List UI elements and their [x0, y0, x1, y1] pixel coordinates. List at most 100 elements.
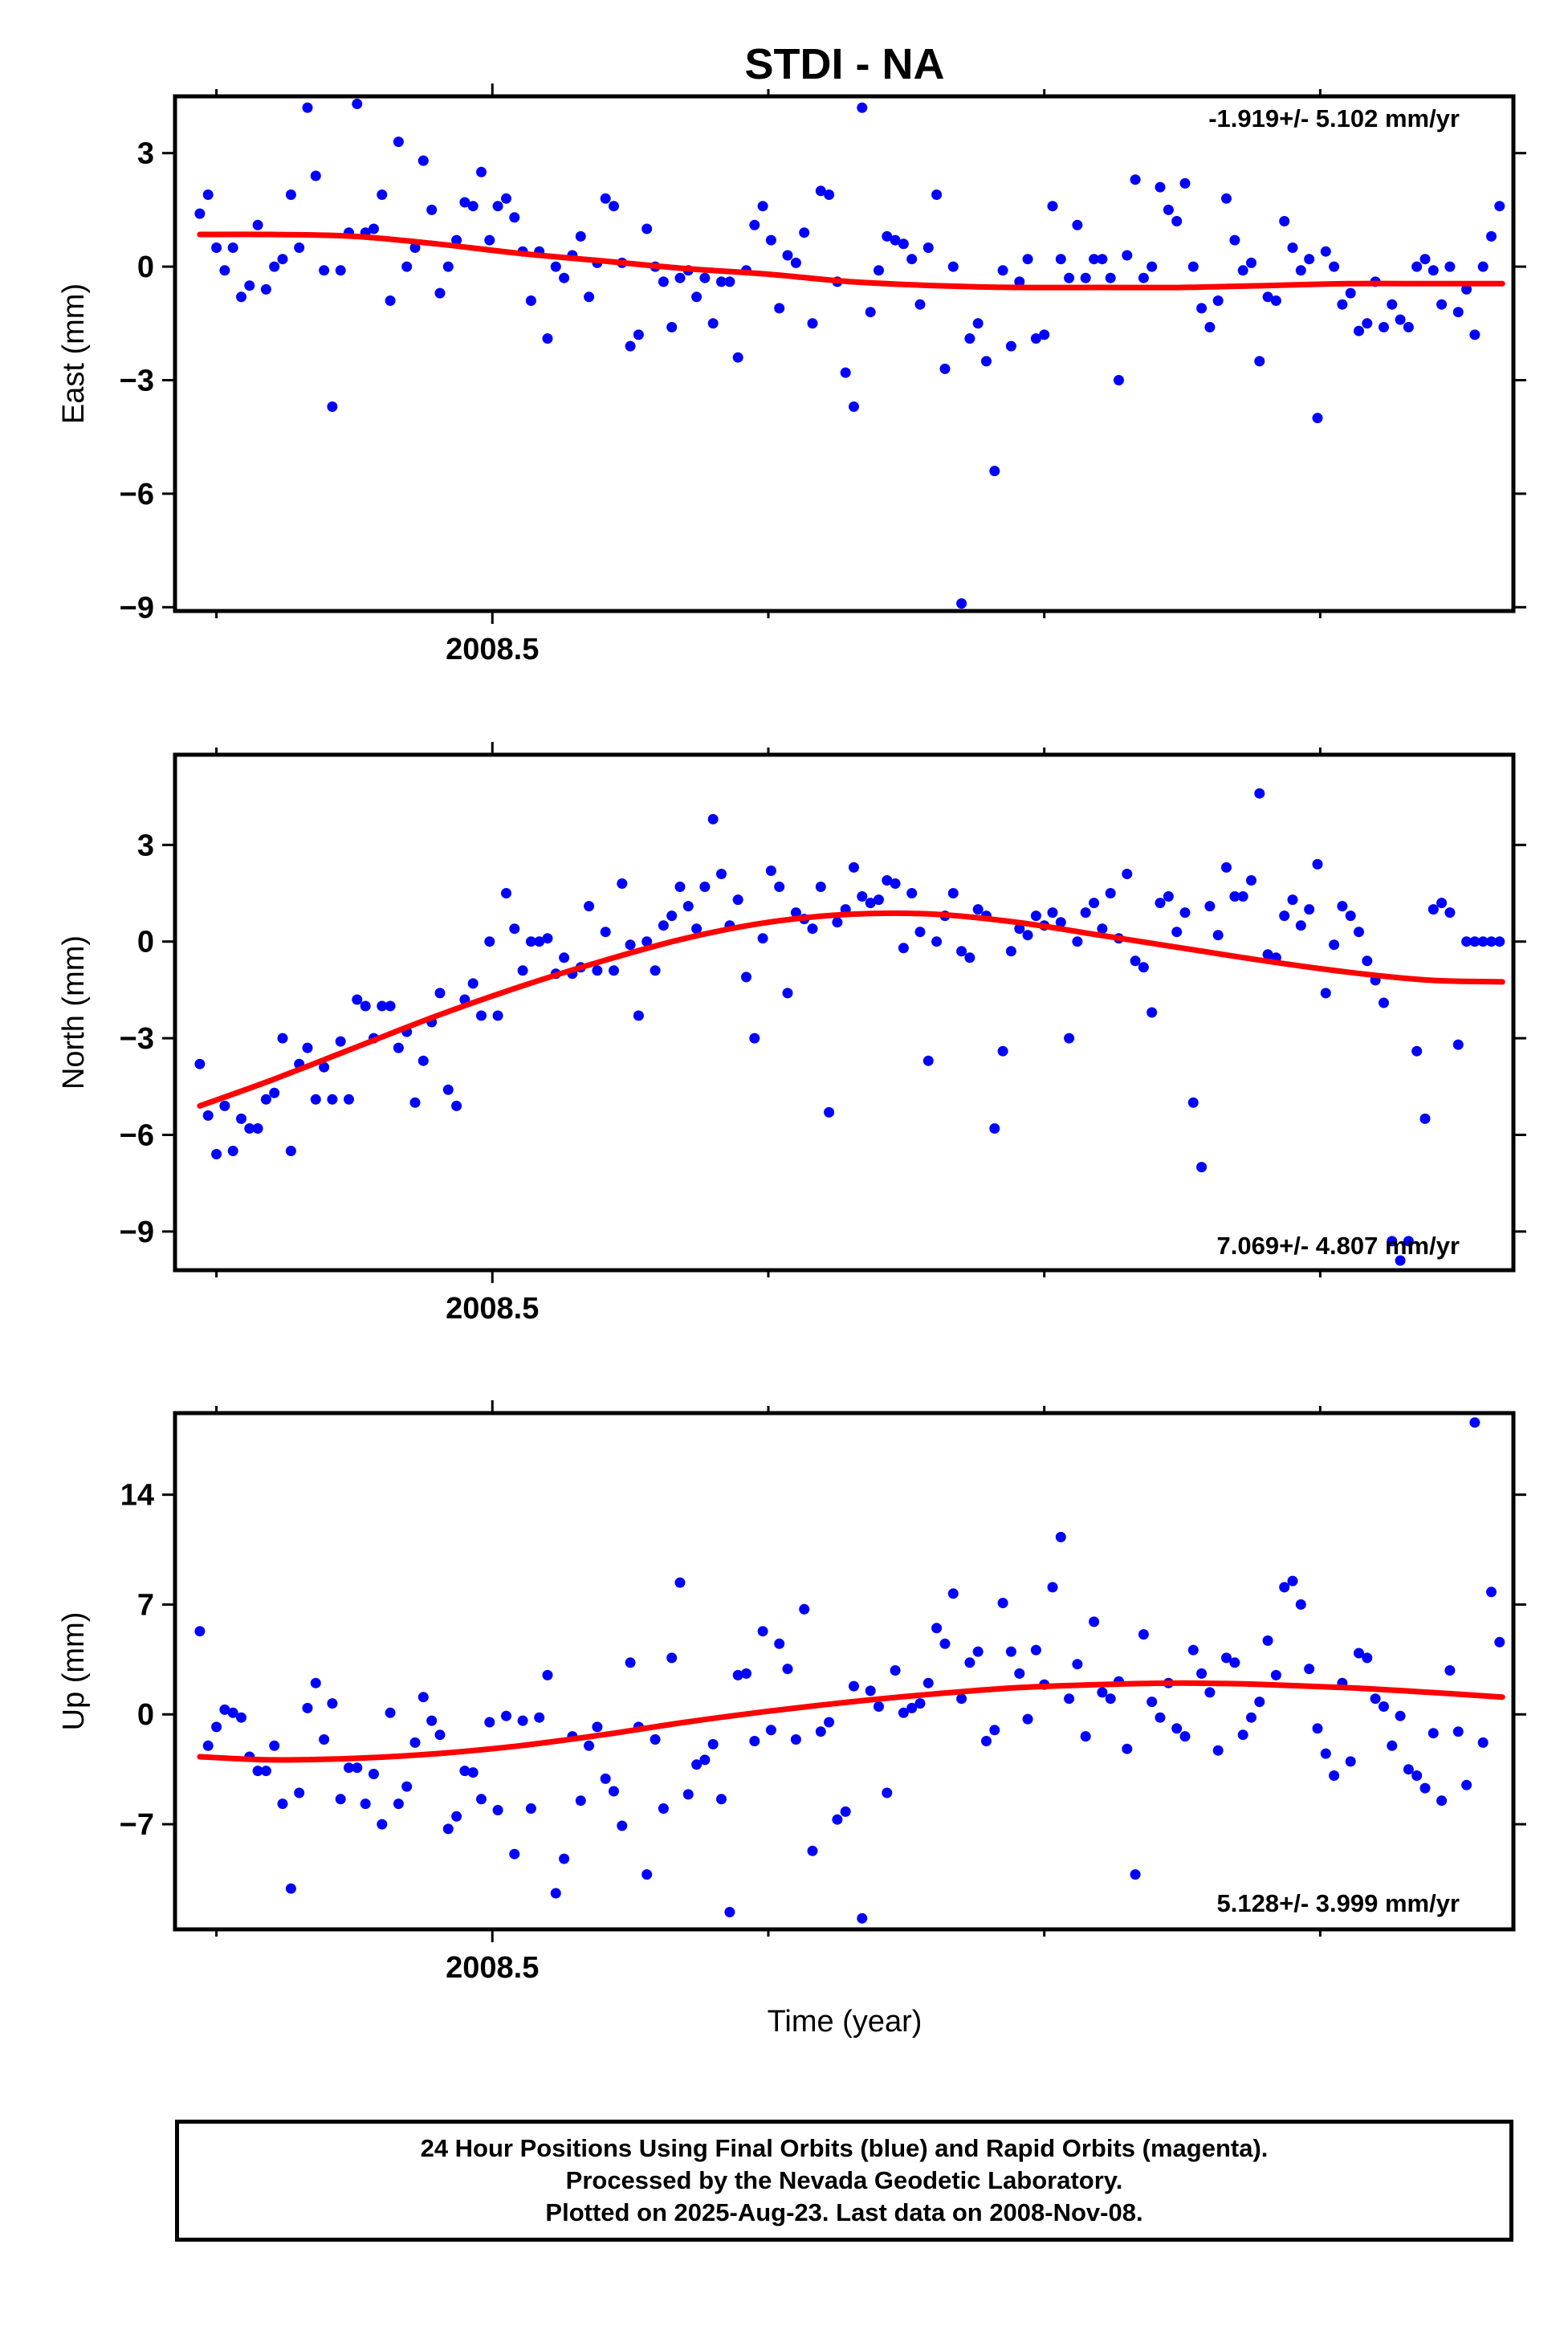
north-data-point: [732, 894, 743, 906]
up-data-point: [377, 1819, 388, 1830]
up-data-point: [319, 1734, 330, 1745]
east-data-point: [1387, 299, 1398, 310]
north-data-point: [1163, 891, 1174, 902]
east-data-point: [1114, 375, 1124, 385]
north-data-point: [194, 1058, 206, 1069]
up-data-point: [1089, 1616, 1100, 1627]
up-data-point: [1461, 1779, 1472, 1790]
up-data-point: [1130, 1869, 1141, 1880]
east-y-tick-label: −3: [120, 364, 154, 397]
north-data-point: [1146, 1007, 1158, 1018]
up-data-point: [352, 1762, 363, 1774]
north-data-point: [1444, 907, 1456, 919]
north-data-point: [1105, 888, 1116, 898]
east-data-point: [882, 230, 893, 242]
up-data-point: [914, 1698, 926, 1709]
north-data-point: [542, 933, 553, 944]
up-data-point: [1171, 1723, 1183, 1734]
north-data-point: [1138, 962, 1149, 973]
north-data-point: [417, 1055, 429, 1066]
east-data-point: [774, 303, 785, 314]
north-data-point: [476, 1010, 487, 1021]
north-data-point: [1477, 936, 1489, 947]
north-data-point: [1237, 891, 1248, 902]
up-data-point: [1254, 1697, 1265, 1708]
up-data-point: [1212, 1745, 1224, 1756]
up-data-point: [757, 1626, 768, 1637]
east-data-point: [1362, 318, 1373, 329]
up-data-point: [997, 1598, 1008, 1608]
up-data-point: [277, 1798, 288, 1810]
up-data-point: [1452, 1726, 1464, 1737]
up-data-point: [202, 1740, 214, 1751]
north-y-axis-title: North (mm): [57, 935, 91, 1090]
east-data-point: [782, 250, 793, 261]
up-data-point: [451, 1811, 462, 1822]
up-data-point: [617, 1820, 628, 1831]
up-data-point: [947, 1588, 959, 1599]
north-data-point: [682, 901, 694, 912]
east-data-point: [749, 219, 760, 230]
north-data-point: [269, 1087, 280, 1098]
up-data-point: [1196, 1668, 1208, 1679]
up-data-point: [989, 1725, 1000, 1736]
up-y-tick-label: −7: [120, 1808, 154, 1842]
north-data-point: [492, 1010, 503, 1021]
north-data-point: [906, 888, 918, 898]
east-data-point: [666, 322, 678, 332]
up-data-point: [369, 1769, 379, 1779]
north-data-point: [815, 882, 826, 892]
east-data-point: [302, 102, 313, 113]
east-data-point: [1329, 261, 1340, 272]
up-data-point: [939, 1638, 951, 1649]
north-data-point: [211, 1149, 222, 1159]
north-data-point: [1254, 788, 1265, 799]
up-data-point: [393, 1798, 404, 1810]
north-data-point: [956, 946, 967, 957]
up-data-point: [824, 1717, 835, 1728]
north-data-point: [1486, 936, 1497, 947]
east-data-point: [707, 318, 719, 329]
up-data-point: [1005, 1646, 1016, 1657]
up-data-point: [1304, 1664, 1315, 1675]
north-data-point: [857, 891, 868, 902]
east-data-point: [633, 329, 644, 340]
up-data-point: [815, 1726, 826, 1737]
east-data-point: [1097, 254, 1108, 265]
up-data-point: [1097, 1687, 1108, 1698]
up-data-point: [592, 1721, 603, 1733]
east-data-point: [476, 166, 487, 177]
east-data-point: [1221, 193, 1232, 204]
north-data-point: [1379, 997, 1389, 1008]
north-data-point: [865, 898, 876, 909]
north-data-point: [377, 1000, 388, 1012]
east-data-point: [327, 401, 338, 412]
east-plot-area: [194, 98, 1505, 609]
up-data-point: [874, 1701, 884, 1712]
up-data-point: [1411, 1770, 1423, 1781]
north-data-point: [260, 1094, 271, 1105]
north-data-point: [707, 813, 719, 825]
up-y-tick-label: 14: [120, 1479, 154, 1513]
north-data-point: [824, 1106, 835, 1118]
east-data-point: [956, 598, 967, 609]
north-rate-label: 7.069+/- 4.807 mm/yr: [1217, 1232, 1460, 1260]
north-data-point: [302, 1042, 313, 1053]
north-data-point: [1155, 898, 1166, 909]
up-data-point: [650, 1734, 661, 1745]
east-data-point: [559, 272, 570, 283]
north-data-point: [344, 1094, 354, 1105]
up-data-point: [575, 1795, 586, 1807]
up-data-point: [492, 1805, 503, 1815]
north-data-point: [849, 862, 859, 873]
east-data-point: [757, 201, 768, 212]
north-data-point: [1461, 936, 1472, 947]
up-data-point: [476, 1794, 487, 1805]
east-data-point: [550, 261, 561, 272]
up-data-point: [964, 1657, 975, 1668]
up-data-point: [1320, 1748, 1331, 1759]
north-data-point: [1130, 955, 1141, 967]
east-data-point: [1444, 261, 1456, 272]
east-data-point: [1080, 272, 1091, 283]
east-data-point: [1354, 325, 1364, 336]
